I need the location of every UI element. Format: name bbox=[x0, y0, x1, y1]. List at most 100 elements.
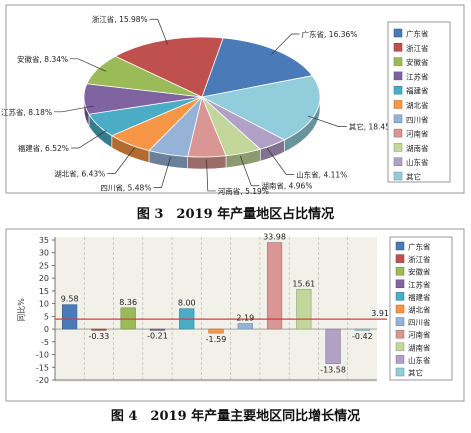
pie-leader-line bbox=[239, 155, 260, 187]
legend-label: 安徽省 bbox=[408, 267, 431, 277]
legend-swatch bbox=[395, 292, 405, 301]
pie-leader-line bbox=[107, 147, 136, 174]
plot-area bbox=[55, 237, 377, 382]
pie-slice-其它 bbox=[200, 75, 321, 141]
bar-value-label: 8.00 bbox=[178, 299, 196, 308]
legend-label: 其它 bbox=[408, 368, 423, 378]
legend-swatch bbox=[395, 317, 405, 326]
pie-leader-line bbox=[54, 105, 94, 113]
legend-swatch bbox=[393, 57, 403, 66]
pie-data-label: 河南省, 5.19% bbox=[218, 186, 269, 196]
pie-data-label: 广东省, 16.36% bbox=[302, 29, 358, 39]
pie-leader-line bbox=[70, 58, 107, 72]
pie-data-label: 浙江省, 15.98% bbox=[92, 14, 148, 24]
pie-data-label: 湖南省, 4.96% bbox=[261, 181, 312, 191]
bar-江苏省 bbox=[149, 328, 166, 331]
y-tick-label: 20 bbox=[39, 274, 49, 283]
pie-chart-caption: 图 3 2019 年产量地区占比情况 bbox=[136, 207, 335, 222]
bar-value-label: -0.42 bbox=[352, 332, 373, 341]
pie-leader-line bbox=[271, 33, 300, 55]
pie-slice-浙江省 bbox=[114, 36, 224, 98]
bar-广东省 bbox=[62, 304, 78, 330]
bar-value-label: -1.59 bbox=[206, 335, 227, 344]
pie-data-label: 其它, 18.45% bbox=[349, 122, 397, 132]
legend-label: 湖北省 bbox=[408, 305, 431, 315]
pie-leader-line bbox=[153, 156, 171, 188]
bar-value-label: -0.33 bbox=[89, 332, 110, 341]
legend-label: 浙江省 bbox=[406, 43, 429, 53]
bar-value-label: 9.58 bbox=[61, 295, 79, 304]
pie-leader-line bbox=[206, 159, 216, 192]
legend-label: 江苏省 bbox=[406, 71, 429, 81]
legend-swatch bbox=[393, 128, 403, 138]
pie-leader-line bbox=[149, 18, 168, 45]
bar-value-label: -0.21 bbox=[147, 332, 168, 341]
legend-swatch bbox=[393, 28, 403, 38]
bar-其它 bbox=[354, 328, 370, 331]
legend-swatch bbox=[395, 241, 405, 251]
legend-swatch bbox=[395, 304, 405, 314]
pie-data-label: 福建省, 6.52% bbox=[18, 143, 69, 153]
legend-swatch bbox=[395, 329, 405, 339]
y-tick-label: 5 bbox=[44, 312, 49, 321]
y-tick-label: -5 bbox=[41, 338, 49, 347]
bar-湖北省 bbox=[208, 328, 224, 334]
legend-label: 浙江省 bbox=[408, 254, 431, 264]
bar-浙江省 bbox=[91, 328, 107, 331]
bar-四川省 bbox=[237, 323, 253, 330]
bar-value-label: -13.58 bbox=[320, 366, 346, 375]
bar-湖南省 bbox=[296, 289, 312, 330]
legend-swatch bbox=[395, 279, 405, 289]
pie-chart: 广东省, 16.36% 其它, 18.45% 山东省, 4.11%湖南省, 4.96… bbox=[1, 4, 465, 196]
legend-swatch bbox=[393, 85, 403, 95]
legend-swatch bbox=[395, 355, 405, 364]
bar-河南省 bbox=[266, 242, 283, 330]
bar-value-label: 2.19 bbox=[236, 314, 254, 323]
y-tick-label: 25 bbox=[39, 261, 49, 270]
legend-label: 江苏省 bbox=[408, 279, 431, 289]
legend-label: 山东省 bbox=[408, 355, 431, 365]
y-tick-label: 35 bbox=[39, 236, 49, 245]
legend-label: 其它 bbox=[406, 172, 421, 182]
bar-value-label: 15.61 bbox=[292, 279, 315, 288]
bar-value-label: 33.98 bbox=[263, 233, 286, 242]
y-tick-label: 0 bbox=[44, 325, 49, 334]
y-tick-label: -20 bbox=[36, 376, 49, 385]
bar-chart-caption: 图 4 2019 年产量主要地区同比增长情况 bbox=[110, 409, 361, 424]
legend-label: 湖南省 bbox=[406, 143, 429, 153]
y-axis-title: 同比% bbox=[16, 298, 26, 322]
legend-swatch bbox=[395, 367, 405, 377]
legend-label: 福建省 bbox=[408, 292, 431, 302]
legend-swatch bbox=[395, 254, 405, 263]
legend-swatch bbox=[395, 266, 405, 276]
pie-data-label: 山东省, 4.11% bbox=[296, 170, 347, 180]
legend-label: 湖北省 bbox=[406, 100, 429, 110]
legend-label: 山东省 bbox=[406, 157, 429, 167]
y-tick-label: -15 bbox=[36, 363, 49, 372]
legend-label: 湖南省 bbox=[408, 342, 431, 352]
legend-swatch bbox=[393, 71, 403, 81]
y-tick-label: 10 bbox=[39, 300, 49, 309]
legend-swatch bbox=[393, 157, 403, 166]
bar-山东省 bbox=[325, 328, 341, 364]
pie-slice-广东省 bbox=[201, 37, 314, 98]
bar-value-label: 8.36 bbox=[119, 298, 137, 307]
legend-label: 四川省 bbox=[408, 317, 431, 327]
legend-swatch bbox=[393, 143, 403, 152]
pie-leader-line bbox=[70, 130, 107, 149]
legend-label: 广东省 bbox=[406, 29, 429, 39]
legend-swatch bbox=[395, 342, 405, 352]
y-tick-label: 30 bbox=[39, 249, 49, 258]
pie-leader-line bbox=[267, 148, 295, 175]
legend-swatch bbox=[393, 100, 403, 109]
legend-label: 广东省 bbox=[408, 242, 431, 252]
legend-label: 福建省 bbox=[406, 86, 429, 96]
y-tick-label: 15 bbox=[39, 287, 49, 296]
legend-label: 河南省 bbox=[406, 129, 429, 139]
legend-label: 河南省 bbox=[408, 330, 431, 340]
pie-leader-line bbox=[307, 115, 347, 127]
pie-data-label: 湖北省, 6.43% bbox=[54, 168, 105, 178]
legend-swatch bbox=[393, 43, 403, 52]
legend-swatch bbox=[393, 114, 403, 124]
